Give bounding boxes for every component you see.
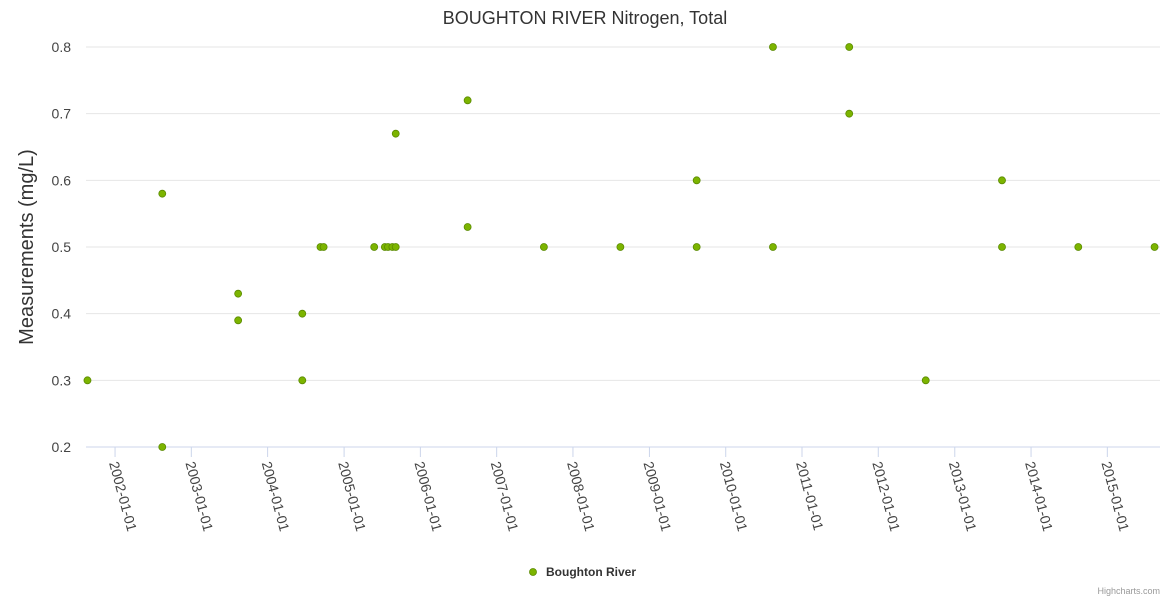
x-tick-label: 2013-01-01 bbox=[946, 460, 980, 534]
credits-link[interactable]: Highcharts.com bbox=[1097, 586, 1160, 596]
data-points bbox=[83, 43, 1159, 451]
data-point[interactable] bbox=[158, 189, 167, 198]
x-tick-label: 2005-01-01 bbox=[335, 460, 369, 534]
data-point[interactable] bbox=[319, 243, 328, 251]
data-point[interactable] bbox=[769, 43, 777, 51]
x-tick-label: 2006-01-01 bbox=[411, 460, 445, 534]
x-tick-label: 2009-01-01 bbox=[641, 460, 675, 534]
x-tick-label: 2004-01-01 bbox=[259, 460, 293, 534]
x-axis-ticks: 2002-01-01 2003-01-01 2004-01-01 2005-01-01… bbox=[106, 447, 1132, 533]
data-point[interactable] bbox=[539, 243, 548, 251]
data-point[interactable] bbox=[998, 176, 1006, 185]
data-point[interactable] bbox=[616, 243, 625, 251]
data-point[interactable] bbox=[234, 289, 243, 298]
data-point[interactable] bbox=[234, 316, 243, 325]
legend[interactable]: Boughton River bbox=[529, 565, 637, 579]
data-point[interactable] bbox=[298, 376, 307, 385]
x-tick-label: 2003-01-01 bbox=[182, 460, 216, 534]
data-point[interactable] bbox=[391, 129, 400, 138]
data-point[interactable] bbox=[845, 43, 854, 51]
y-tick-label: 0.2 bbox=[52, 439, 72, 455]
data-point[interactable] bbox=[298, 309, 307, 318]
data-point[interactable] bbox=[370, 243, 379, 251]
x-tick-label: 2012-01-01 bbox=[869, 460, 903, 534]
data-point[interactable] bbox=[921, 376, 930, 385]
data-point[interactable] bbox=[998, 243, 1006, 251]
data-point[interactable] bbox=[692, 243, 701, 251]
x-tick-label: 2007-01-01 bbox=[488, 460, 522, 534]
data-point[interactable] bbox=[1074, 243, 1083, 251]
y-axis-label: Measurements (mg/L) bbox=[16, 149, 38, 345]
x-tick-label: 2015-01-01 bbox=[1098, 460, 1132, 534]
legend-marker-icon bbox=[529, 568, 537, 576]
legend-item-boughton-river[interactable]: Boughton River bbox=[546, 565, 636, 579]
y-tick-label: 0.3 bbox=[52, 372, 72, 388]
y-tick-label: 0.5 bbox=[52, 239, 72, 255]
data-point[interactable] bbox=[463, 96, 472, 105]
data-point[interactable] bbox=[1150, 243, 1159, 251]
data-point[interactable] bbox=[769, 243, 777, 251]
gridlines bbox=[86, 46, 1160, 381]
data-point[interactable] bbox=[845, 109, 854, 118]
data-point[interactable] bbox=[692, 176, 701, 185]
x-tick-label: 2002-01-01 bbox=[106, 460, 140, 534]
x-tick-label: 2014-01-01 bbox=[1022, 460, 1056, 534]
x-tick-label: 2008-01-01 bbox=[564, 460, 598, 534]
x-tick-label: 2010-01-01 bbox=[717, 460, 751, 534]
y-tick-label: 0.6 bbox=[52, 172, 72, 188]
x-tick-label: 2011-01-01 bbox=[793, 460, 827, 533]
data-point[interactable] bbox=[463, 223, 472, 231]
y-tick-label: 0.4 bbox=[52, 306, 72, 322]
data-point[interactable] bbox=[158, 443, 167, 451]
chart-title: BOUGHTON RIVER Nitrogen, Total bbox=[443, 8, 727, 28]
data-point[interactable] bbox=[391, 243, 400, 251]
y-tick-label: 0.8 bbox=[52, 39, 72, 55]
data-point[interactable] bbox=[83, 376, 92, 385]
y-tick-label: 0.7 bbox=[52, 106, 72, 122]
y-axis-ticks: 0.2 0.3 0.4 0.5 0.6 0.7 0.8 bbox=[52, 39, 72, 455]
